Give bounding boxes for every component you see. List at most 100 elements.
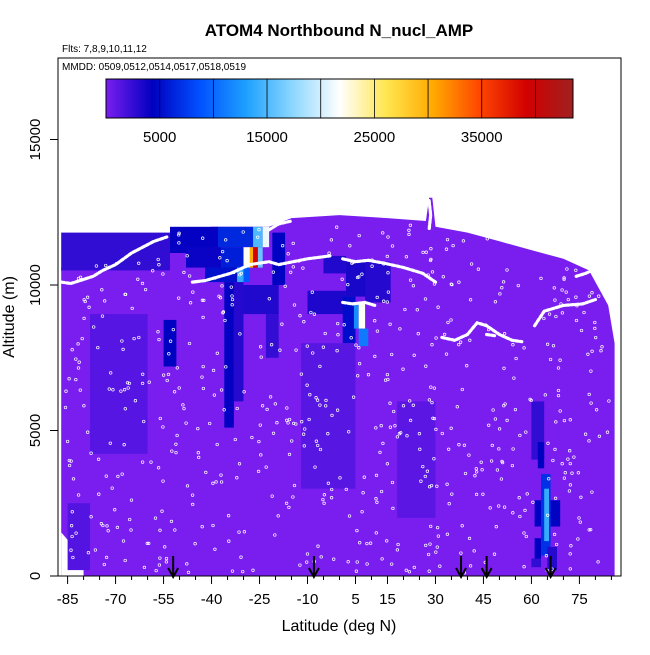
- sample-point: [428, 542, 432, 546]
- colorbar-tick-label: 25000: [354, 129, 396, 146]
- sample-point: [229, 285, 233, 289]
- sample-point: [237, 462, 242, 466]
- sample-point: [342, 323, 346, 327]
- x-tick-label: -10: [297, 591, 319, 608]
- sample-point: [594, 408, 599, 412]
- sample-point: [102, 562, 106, 567]
- sample-point: [360, 272, 364, 276]
- sample-point: [177, 386, 181, 390]
- sample-point: [71, 477, 76, 481]
- sample-point: [545, 342, 550, 346]
- sample-point: [435, 484, 439, 488]
- sample-point: [587, 439, 591, 443]
- y-tick-label: 10000: [27, 264, 44, 306]
- sample-point: [597, 434, 602, 438]
- sample-point: [564, 290, 568, 294]
- sample-point: [219, 473, 223, 477]
- sample-point: [67, 458, 71, 463]
- sample-point: [110, 486, 114, 490]
- sample-point: [385, 539, 389, 543]
- sample-point: [65, 439, 70, 444]
- sample-point: [85, 295, 90, 299]
- heatmap-cell: [358, 302, 366, 329]
- sample-point: [230, 569, 235, 573]
- sample-point: [100, 314, 105, 318]
- flight-track: [574, 254, 607, 264]
- sample-point: [161, 272, 165, 276]
- sample-point: [136, 277, 140, 281]
- sample-point: [92, 325, 96, 329]
- sample-point: [294, 348, 298, 352]
- sample-point: [86, 430, 90, 434]
- sample-point: [381, 441, 385, 446]
- sample-point: [260, 404, 265, 408]
- sample-point: [191, 290, 195, 294]
- sample-point: [425, 469, 430, 473]
- sample-point: [429, 247, 433, 251]
- sample-point: [570, 471, 574, 475]
- sample-point: [366, 373, 371, 377]
- sample-point: [241, 569, 245, 574]
- x-tick-label: 60: [523, 591, 540, 608]
- sample-point: [467, 536, 472, 541]
- sample-point: [562, 418, 567, 423]
- sample-point: [76, 366, 81, 370]
- sample-point: [474, 470, 479, 474]
- sample-point: [299, 372, 304, 376]
- sample-point: [224, 238, 228, 242]
- heatmap-cell: [358, 328, 369, 347]
- sample-point: [161, 425, 165, 429]
- sample-point: [432, 416, 437, 421]
- sample-point: [94, 264, 99, 268]
- sample-point: [497, 427, 502, 431]
- sample-point: [242, 390, 246, 394]
- sample-point: [270, 494, 274, 498]
- sample-point: [516, 283, 520, 288]
- sample-point: [70, 534, 74, 539]
- sample-point: [89, 451, 93, 455]
- sample-point: [113, 508, 117, 512]
- sample-point: [130, 306, 134, 311]
- sample-point: [219, 480, 224, 484]
- sample-point: [390, 562, 394, 566]
- sample-point: [390, 480, 395, 485]
- sample-point: [346, 282, 350, 287]
- sample-point: [417, 432, 422, 436]
- sample-point: [289, 270, 293, 274]
- sample-point: [193, 542, 197, 546]
- sample-point: [429, 257, 433, 262]
- sample-point: [196, 426, 200, 431]
- sample-point: [324, 404, 328, 408]
- sample-point: [560, 311, 565, 315]
- sample-point: [344, 487, 348, 492]
- sample-point: [391, 506, 395, 511]
- sample-point: [498, 292, 502, 296]
- sample-point: [590, 349, 594, 353]
- sample-point: [142, 419, 146, 424]
- heatmap-cell: [186, 247, 222, 268]
- sample-point: [241, 230, 245, 234]
- flight-track: [59, 235, 169, 286]
- sample-point: [444, 247, 449, 251]
- sample-point: [108, 441, 112, 445]
- sample-point: [388, 401, 392, 405]
- sample-point: [449, 426, 453, 430]
- sample-point: [165, 378, 169, 383]
- sample-point: [338, 476, 342, 480]
- sample-point: [556, 388, 561, 393]
- sample-point: [503, 402, 507, 406]
- sample-point: [468, 298, 473, 302]
- sample-point: [275, 421, 279, 425]
- sample-point: [315, 398, 320, 402]
- heatmap-cell: [531, 558, 541, 568]
- sample-point: [185, 562, 189, 566]
- x-tick-label: 5: [351, 591, 359, 608]
- sample-point: [137, 261, 141, 265]
- sample-point: [237, 530, 241, 534]
- sample-point: [292, 421, 296, 426]
- y-axis-label: Altitude (m): [1, 276, 18, 358]
- sample-point: [168, 339, 173, 343]
- sample-point: [429, 483, 434, 488]
- sample-point: [501, 280, 506, 284]
- dates-label: MMDD: 0509,0512,0514,0517,0518,0519: [62, 62, 246, 73]
